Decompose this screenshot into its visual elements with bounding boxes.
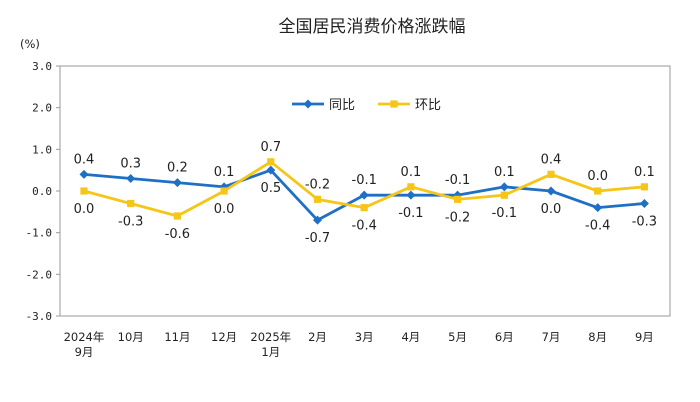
data-label: 0.4: [74, 152, 95, 167]
data-label: 0.7: [260, 140, 281, 155]
plot-area: [59, 65, 671, 317]
legend-label: 环比: [415, 98, 441, 113]
chart-title: 全国居民消费价格涨跌幅: [279, 17, 466, 37]
data-label: -0.7: [305, 231, 330, 246]
data-label: -0.3: [632, 215, 657, 230]
y-tick-label: 3.0: [32, 60, 52, 73]
x-tick-label: 12月: [211, 330, 237, 344]
data-label: -0.1: [398, 206, 423, 221]
data-label: 0.1: [401, 165, 422, 180]
data-label: 0.1: [494, 165, 515, 180]
data-point: [640, 183, 648, 191]
x-tick-label: 11月: [164, 330, 190, 344]
data-point: [267, 158, 275, 166]
data-point: [593, 203, 603, 213]
x-tick-label: 3月: [355, 330, 374, 344]
data-label: 0.0: [587, 169, 608, 184]
data-point: [639, 199, 649, 208]
data-point: [407, 183, 415, 191]
legend: 同比 环比: [292, 98, 441, 113]
x-tick-label: 6月: [495, 330, 514, 344]
data-label: -0.4: [585, 219, 610, 234]
y-axis-unit-label: (%): [20, 37, 40, 51]
y-tick-label: 0.0: [32, 185, 52, 198]
data-point: [313, 215, 322, 225]
data-point: [500, 191, 508, 199]
data-label: -0.3: [118, 215, 143, 230]
data-label: 0.4: [541, 152, 562, 167]
legend-item: 同比: [292, 98, 355, 113]
x-tick-label: 2025年 1月: [250, 330, 291, 359]
legend-item: 环比: [378, 98, 441, 113]
data-label: 0.1: [214, 165, 235, 180]
legend-label: 同比: [329, 98, 355, 113]
data-point: [173, 212, 181, 220]
data-label-layer: 0.4 0.3 0.2 0.1 0.5 -0.7 -0.1 -0.1 -0.1 0.1 0.0 -0.…: [74, 140, 657, 246]
data-point: [454, 195, 462, 203]
data-point: [127, 199, 135, 208]
x-tick-label: 7月: [542, 330, 561, 344]
data-label: -0.6: [165, 227, 190, 242]
y-tick-label: -3.0: [26, 310, 53, 323]
data-point: [594, 187, 602, 195]
y-tick-label: 1.0: [32, 143, 52, 156]
data-label: -0.2: [445, 210, 470, 225]
data-point: [220, 187, 228, 195]
x-tick-label: 4月: [401, 330, 420, 344]
data-label: 0.0: [214, 202, 235, 217]
x-tick-label: 8月: [588, 330, 607, 344]
data-point: [547, 170, 555, 178]
data-label: -0.1: [352, 173, 377, 188]
data-label: 0.3: [120, 157, 141, 172]
data-label: 0.0: [541, 202, 562, 217]
x-tick-label: 2月: [308, 330, 327, 344]
x-tick-label: 2024年 9月: [64, 330, 105, 359]
series-layer: [79, 158, 649, 225]
data-label: -0.1: [492, 206, 517, 221]
data-point: [360, 204, 368, 212]
data-point: [406, 190, 416, 200]
data-point: [79, 169, 89, 179]
data-point: [126, 174, 136, 183]
y-tick-label: -2.0: [26, 268, 53, 281]
x-tick-label: 5月: [448, 330, 467, 344]
data-point: [172, 178, 182, 188]
x-tick-label: 9月: [635, 330, 654, 344]
data-point: [359, 190, 369, 200]
y-axis-ticks: 3.0 2.0 1.0 0.0 -1.0 -2.0 -3.0: [26, 60, 60, 323]
legend-marker: [390, 100, 398, 108]
data-label: -0.1: [445, 173, 470, 188]
x-tick-label: 10月: [118, 330, 144, 344]
data-point: [266, 165, 276, 175]
y-tick-label: -1.0: [26, 227, 53, 240]
data-point: [499, 182, 509, 192]
y-tick-label: 2.0: [32, 102, 52, 115]
data-label: 0.5: [260, 181, 281, 196]
data-label: 0.0: [74, 202, 95, 217]
legend-marker: [303, 99, 313, 109]
data-label: -0.2: [305, 177, 330, 192]
data-point: [546, 186, 556, 196]
x-axis-ticks: 2024年 9月 10月 11月 12月 2025年 1月 2月 3月 4月 5月 6月 7月 8月 9月: [64, 330, 654, 359]
data-label: 0.1: [634, 165, 655, 180]
data-label: -0.4: [352, 219, 377, 234]
data-point: [80, 187, 88, 195]
data-point: [313, 195, 322, 203]
series-mom: [80, 158, 648, 220]
data-label: 0.2: [167, 161, 188, 176]
